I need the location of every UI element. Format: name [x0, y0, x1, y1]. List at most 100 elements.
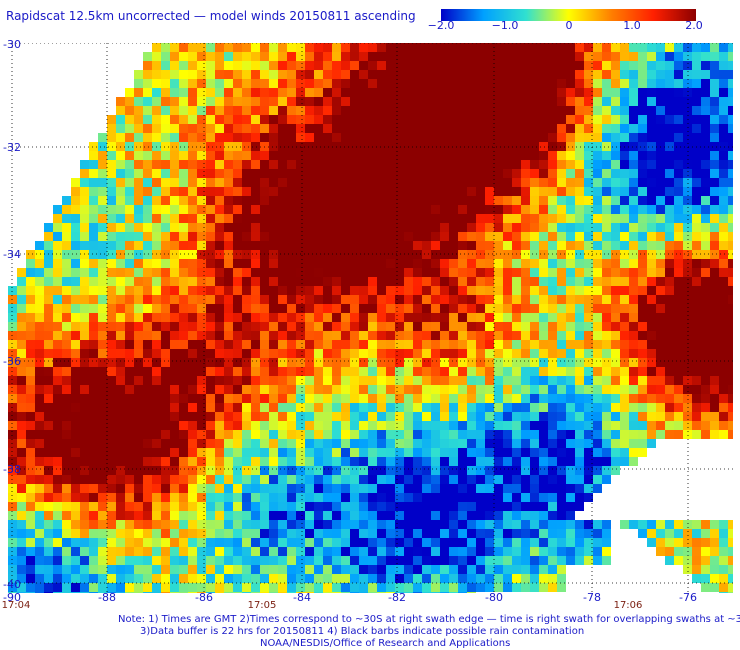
grid-cell: [80, 547, 89, 556]
grid-cell: [539, 529, 548, 538]
grid-cell: [458, 565, 467, 574]
grid-cell: [539, 565, 548, 574]
grid-cell: [548, 547, 557, 556]
grid-cell: [449, 520, 458, 529]
grid-cell: [656, 79, 665, 88]
grid-cell: [476, 295, 485, 304]
grid-cell: [341, 538, 350, 547]
grid-cell: [503, 169, 512, 178]
grid-cell: [638, 268, 647, 277]
grid-cell: [278, 493, 287, 502]
grid-cell: [377, 574, 386, 583]
grid-cell: [386, 466, 395, 475]
grid-cell: [413, 250, 422, 259]
grid-cell: [413, 394, 422, 403]
grid-cell: [332, 529, 341, 538]
grid-cell: [701, 547, 710, 556]
grid-cell: [341, 331, 350, 340]
grid-cell: [287, 511, 296, 520]
grid-cell: [188, 250, 197, 259]
grid-cell: [530, 277, 539, 286]
grid-cell: [674, 61, 683, 70]
grid-cell: [35, 493, 44, 502]
grid-cell: [431, 538, 440, 547]
grid-cell: [341, 376, 350, 385]
grid-cell: [8, 484, 17, 493]
grid-cell: [539, 223, 548, 232]
grid-cell: [98, 376, 107, 385]
grid-cell: [431, 484, 440, 493]
grid-cell: [530, 169, 539, 178]
grid-cell: [593, 430, 602, 439]
grid-cell: [26, 511, 35, 520]
grid-cell: [575, 475, 584, 484]
grid-cell: [350, 511, 359, 520]
grid-cell: [152, 115, 161, 124]
grid-cell: [143, 565, 152, 574]
grid-cell: [314, 520, 323, 529]
grid-cell: [89, 439, 98, 448]
grid-cell: [170, 151, 179, 160]
grid-cell: [368, 61, 377, 70]
grid-cell: [116, 493, 125, 502]
grid-cell: [350, 493, 359, 502]
grid-cell: [485, 412, 494, 421]
grid-cell: [656, 70, 665, 79]
grid-cell: [566, 196, 575, 205]
grid-cell: [647, 169, 656, 178]
grid-cell: [395, 493, 404, 502]
grid-cell: [404, 232, 413, 241]
grid-cell: [215, 403, 224, 412]
grid-cell: [323, 79, 332, 88]
grid-cell: [530, 88, 539, 97]
grid-cell: [539, 403, 548, 412]
grid-cell: [386, 214, 395, 223]
grid-cell: [530, 115, 539, 124]
grid-cell: [170, 106, 179, 115]
grid-cell: [269, 304, 278, 313]
grid-cell: [674, 358, 683, 367]
grid-cell: [485, 115, 494, 124]
grid-cell: [413, 232, 422, 241]
grid-cell: [206, 160, 215, 169]
grid-cell: [710, 151, 719, 160]
grid-cell: [152, 439, 161, 448]
grid-cell: [395, 565, 404, 574]
grid-cell: [188, 88, 197, 97]
grid-cell: [125, 376, 134, 385]
grid-cell: [152, 349, 161, 358]
grid-cell: [575, 187, 584, 196]
grid-cell: [278, 214, 287, 223]
grid-cell: [269, 538, 278, 547]
grid-cell: [71, 313, 80, 322]
grid-cell: [296, 79, 305, 88]
grid-cell: [530, 349, 539, 358]
grid-cell: [638, 349, 647, 358]
grid-cell: [503, 295, 512, 304]
wind-map[interactable]: [8, 43, 733, 593]
grid-cell: [548, 142, 557, 151]
grid-cell: [638, 295, 647, 304]
grid-cell: [404, 313, 413, 322]
grid-cell: [548, 106, 557, 115]
grid-cell: [521, 376, 530, 385]
grid-cell: [719, 358, 728, 367]
grid-cell: [197, 574, 206, 583]
grid-cell: [152, 583, 161, 592]
grid-cell: [494, 70, 503, 79]
grid-cell: [449, 259, 458, 268]
grid-cell: [125, 250, 134, 259]
grid-cell: [413, 241, 422, 250]
grid-cell: [413, 124, 422, 133]
grid-cell: [386, 385, 395, 394]
grid-cell: [233, 241, 242, 250]
grid-cell: [80, 331, 89, 340]
grid-cell: [719, 340, 728, 349]
grid-cell: [251, 439, 260, 448]
grid-cell: [494, 502, 503, 511]
grid-cell: [71, 367, 80, 376]
grid-cell: [89, 547, 98, 556]
grid-cell: [305, 466, 314, 475]
grid-cell: [395, 331, 404, 340]
grid-cell: [341, 412, 350, 421]
